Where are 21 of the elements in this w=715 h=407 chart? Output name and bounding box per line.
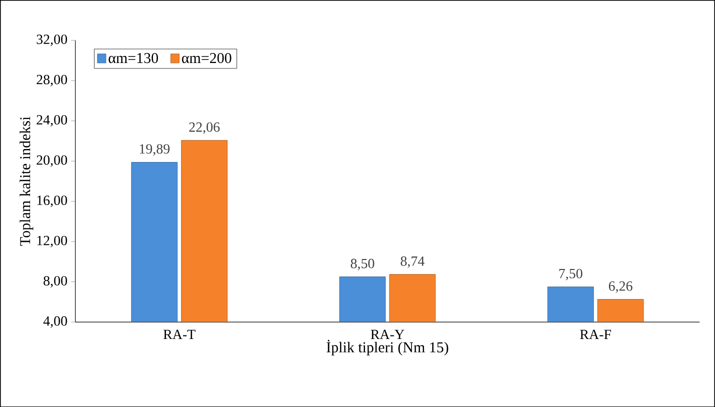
x-axis-title: İplik tipleri (Nm 15) bbox=[326, 340, 448, 356]
x-tick-label: RA-Y bbox=[370, 330, 404, 339]
y-tick-label: 4,00 bbox=[43, 316, 68, 328]
y-tick-label: 32,00 bbox=[36, 34, 68, 46]
legend-label: αm=130 bbox=[108, 52, 158, 63]
y-tick-label: 20,00 bbox=[36, 155, 68, 167]
y-tick-label: 8,00 bbox=[44, 276, 68, 288]
x-tick-label: RA-F bbox=[580, 330, 611, 339]
x-tick-label: RA-T bbox=[163, 330, 196, 339]
data-label: 22,06 bbox=[189, 122, 220, 134]
y-tick-label: 28,00 bbox=[36, 74, 68, 86]
data-label: 7,50 bbox=[559, 268, 582, 280]
y-tick-label: 24,00 bbox=[36, 114, 68, 126]
data-label: 19,89 bbox=[140, 144, 170, 156]
y-axis-title: Toplam kalite indeksi bbox=[20, 116, 34, 246]
y-tick-label: 16,00 bbox=[37, 195, 68, 207]
data-label: 8,50 bbox=[350, 258, 374, 270]
y-tick-label: 12,00 bbox=[37, 236, 68, 248]
legend-label: αm=200 bbox=[182, 52, 232, 63]
data-label: 8,74 bbox=[400, 256, 424, 268]
data-label: 6,26 bbox=[608, 281, 632, 293]
